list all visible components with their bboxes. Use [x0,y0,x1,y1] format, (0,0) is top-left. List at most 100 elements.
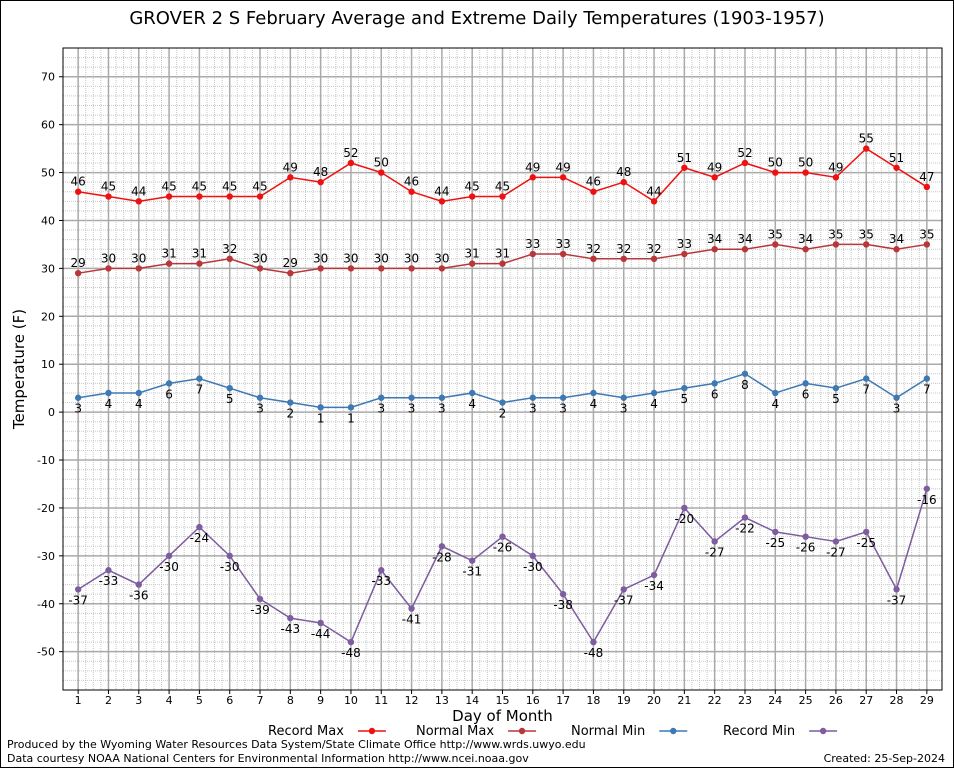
record-max-point [863,145,870,152]
normal-max-point [408,265,415,272]
record-max-data-label: 49 [707,160,722,174]
record-max-data-label: 45 [222,180,237,194]
normal-max-point [226,255,233,263]
x-tick-label: 6 [226,694,233,707]
normal-min-point [105,389,112,397]
record-min-data-label: -25 [765,536,785,550]
normal-max-data-label: 30 [252,251,267,265]
record-max-point [287,174,294,181]
record-min-data-label: -33 [371,574,391,588]
x-tick-label: 14 [465,694,479,707]
record-min-data-label: -33 [99,574,119,588]
record-max-point [711,174,718,181]
normal-max-data-label: 32 [646,242,661,256]
normal-min-point [802,380,809,387]
record-max-data-label: 44 [131,184,146,198]
record-max-data-label: 49 [555,160,570,174]
record-min-legend-label: Record Min [723,724,795,739]
record-max-data-label: 50 [768,156,783,170]
created-date: Created: 25-Sep-2024 [823,752,945,765]
y-tick-label: 70 [41,71,55,84]
normal-max-point [832,241,840,248]
y-axis-label: Temperature (F) [10,309,28,430]
normal-max-point [923,241,931,248]
record-min-series: -37-33-36-30-24-30-39-43 -44-48-33-41-28-… [68,485,937,660]
normal-max-data-label: 31 [192,247,207,261]
normal-min-data-label: 4 [135,397,143,411]
record-max-point [650,198,658,205]
normal-min-point [529,394,537,401]
record-max-point [802,169,809,176]
record-min-point [438,543,446,550]
record-max-data-label: 45 [192,180,207,194]
record-min-data-label: -31 [462,565,482,579]
x-tick-label: 15 [496,694,510,707]
normal-min-data-label: 6 [802,387,810,401]
normal-min-point [772,389,779,397]
normal-max-data-label: 35 [859,227,874,241]
record-min-data-label: -48 [584,646,604,660]
normal-max-legend-label: Normal Max [416,724,494,739]
x-tick-label: 9 [317,694,324,707]
record-max-point [529,174,537,181]
normal-max-point [256,265,264,272]
record-max-point [347,159,355,167]
record-max-data-label: 55 [859,132,874,146]
record-min-point [559,590,567,598]
normal-max-data-label: 29 [71,256,86,270]
normal-min-point [378,394,385,401]
record-min-point [165,552,173,560]
x-tick-label: 19 [617,694,631,707]
record-max-point [832,174,840,181]
record-min-data-label: -37 [68,593,88,607]
y-tick-label: -10 [37,454,55,467]
record-min-data-label: -26 [493,541,513,555]
normal-max-point [772,241,779,248]
record-min-data-label: -27 [826,545,846,559]
normal-max-point [559,250,567,258]
record-min-point [105,567,112,574]
record-max-data-label: 46 [404,175,419,189]
normal-max-point [287,269,294,277]
normal-min-point [893,394,900,401]
normal-max-data-label: 31 [495,247,510,261]
record-min-point [499,533,506,540]
normal-max-data-label: 30 [313,251,328,265]
record-min-point [378,567,385,574]
x-tick-label: 20 [647,694,661,707]
record-min-legend-marker [819,727,827,735]
record-min-data-label: -22 [735,522,755,536]
record-max-point [893,164,900,171]
record-min-data-label: -30 [159,560,179,574]
y-tick-label: -30 [37,550,55,563]
record-max-data-label: 49 [828,160,843,174]
y-tick-label: -20 [37,502,55,515]
normal-min-data-label: 3 [620,402,628,416]
y-tick-label: 40 [41,214,55,227]
y-tick-label: -50 [37,646,55,659]
record-min-point [772,528,779,536]
normal-max-point [499,260,506,267]
normal-min-point [832,384,840,392]
record-max-point [923,183,931,191]
record-min-point [287,614,294,622]
normal-max-data-label: 35 [768,227,783,241]
normal-min-data-label: 3 [529,402,537,416]
record-min-point [620,586,627,593]
normal-max-data-label: 30 [131,251,146,265]
normal-min-data-label: 3 [559,402,567,416]
normal-min-point [711,380,718,387]
x-tick-label: 7 [257,694,264,707]
normal-max-point [620,255,627,263]
record-min-point [711,538,718,545]
normal-min-point [681,384,688,392]
normal-min-data-label: 7 [923,383,931,397]
normal-min-data-label: 2 [499,407,507,421]
credit-line-1: Produced by the Wyoming Water Resources … [7,738,586,751]
normal-max-data-label: 31 [465,247,480,261]
normal-max-legend-marker [518,727,526,735]
normal-max-data-label: 32 [222,242,237,256]
record-max-legend-marker [368,727,376,735]
record-max-data-label: 48 [313,165,328,179]
